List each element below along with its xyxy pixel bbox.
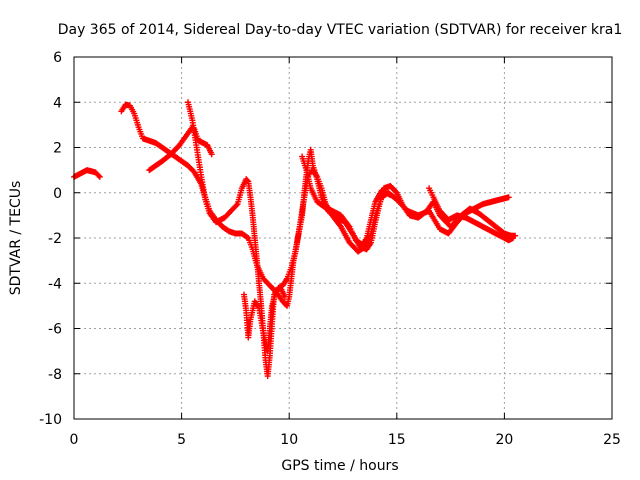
data-point — [96, 173, 103, 180]
y-tick-label: 0 — [53, 186, 62, 202]
plot-frame — [73, 56, 613, 420]
y-tick-label: -2 — [48, 231, 62, 247]
x-tick-label: 0 — [70, 432, 79, 448]
y-tick-label: -6 — [48, 322, 62, 338]
data-point — [345, 222, 352, 229]
y-tick-label: 2 — [53, 141, 62, 157]
data-point — [208, 151, 215, 158]
x-tick-label: 25 — [603, 432, 621, 448]
data-point — [244, 177, 251, 184]
data-point — [233, 202, 240, 209]
data-segment — [426, 185, 517, 244]
data-segment — [241, 284, 288, 355]
axis-ticks: 0 5 10 15 20 25 -10 -8 -6 -4 -2 0 2 4 6 — [39, 50, 621, 448]
data-point — [336, 222, 343, 229]
data-point — [505, 194, 512, 201]
y-tick-label: 6 — [53, 50, 62, 66]
y-tick-label: -8 — [48, 367, 62, 383]
data-segment — [299, 153, 394, 248]
x-tick-label: 15 — [388, 432, 406, 448]
data-point — [510, 235, 517, 241]
x-tick-label: 10 — [280, 432, 298, 448]
y-tick-label: 4 — [53, 95, 62, 111]
data-point — [244, 234, 251, 241]
data-segment — [185, 99, 512, 380]
x-tick-label: 5 — [177, 432, 186, 448]
y-axis-label: SDTVAR / TECUs — [8, 181, 24, 296]
x-axis-label: GPS time / hours — [281, 458, 398, 474]
x-tick-label: 20 — [495, 432, 513, 448]
data-points — [71, 99, 519, 380]
data-point — [387, 192, 394, 199]
chart-title: Day 365 of 2014, Sidereal Day-to-day VTE… — [58, 22, 623, 38]
data-point — [95, 172, 102, 179]
grid-lines — [74, 57, 612, 419]
y-tick-label: -10 — [39, 412, 62, 428]
data-segment — [71, 167, 103, 180]
y-tick-label: -4 — [48, 276, 62, 292]
data-point — [281, 293, 288, 300]
data-segment — [146, 124, 215, 174]
